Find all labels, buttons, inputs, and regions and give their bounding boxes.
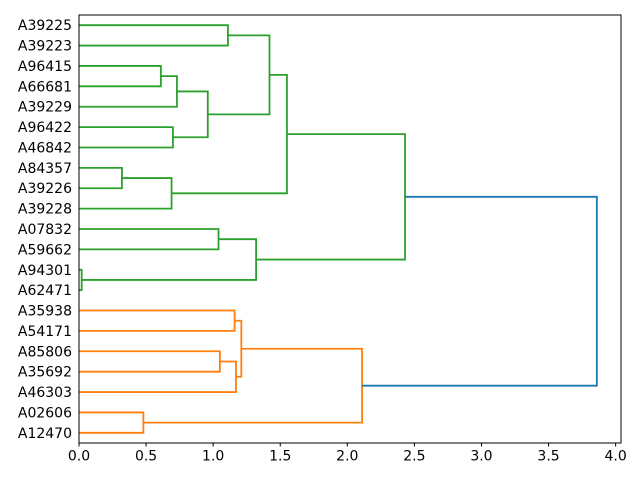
leaf-label: A84357 <box>18 161 72 177</box>
leaf-label: A54171 <box>18 324 72 340</box>
x-tick-label: 2.0 <box>336 449 358 465</box>
leaf-label: A39229 <box>18 100 72 116</box>
x-tick-label: 3.0 <box>470 449 492 465</box>
x-tick-label: 3.5 <box>537 449 559 465</box>
x-tick-label: 1.5 <box>269 449 291 465</box>
plot-border <box>78 14 622 444</box>
leaf-label: A12470 <box>18 426 72 442</box>
leaf-label: A94301 <box>18 263 72 279</box>
x-tick-label: 4.0 <box>605 449 627 465</box>
leaf-label: A39228 <box>18 202 72 218</box>
x-tick-label: 1.0 <box>202 449 224 465</box>
leaf-label: A96415 <box>18 59 72 75</box>
x-tick-label: 0.0 <box>68 449 90 465</box>
dendrogram-link <box>362 195 598 387</box>
leaf-label: A46842 <box>18 140 72 156</box>
leaf-label: A66681 <box>18 79 72 95</box>
leaf-label: A62471 <box>18 283 72 299</box>
leaf-label: A39223 <box>18 39 72 55</box>
x-tick-label: 2.5 <box>403 449 425 465</box>
leaf-label: A46303 <box>18 385 72 401</box>
x-tick-label: 0.5 <box>135 449 157 465</box>
leaf-label: A96422 <box>18 120 72 136</box>
leaf-label: A35692 <box>18 365 72 381</box>
leaf-label: A39225 <box>18 18 72 34</box>
leaf-label: A07832 <box>18 222 72 238</box>
leaf-label: A59662 <box>18 242 72 258</box>
leaf-label: A02606 <box>18 405 72 421</box>
leaf-label: A85806 <box>18 344 72 360</box>
leaf-label: A35938 <box>18 304 72 320</box>
leaf-label: A39226 <box>18 181 72 197</box>
